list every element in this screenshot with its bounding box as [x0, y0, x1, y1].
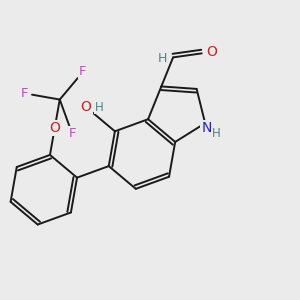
Text: O: O: [49, 121, 60, 135]
Text: N: N: [201, 122, 212, 135]
Text: F: F: [20, 87, 28, 100]
Text: F: F: [68, 127, 76, 140]
Text: H: H: [157, 52, 167, 65]
Text: O: O: [80, 100, 92, 114]
Text: O: O: [206, 45, 217, 59]
Text: F: F: [79, 65, 87, 78]
Text: H: H: [212, 127, 220, 140]
Text: H: H: [94, 100, 103, 113]
